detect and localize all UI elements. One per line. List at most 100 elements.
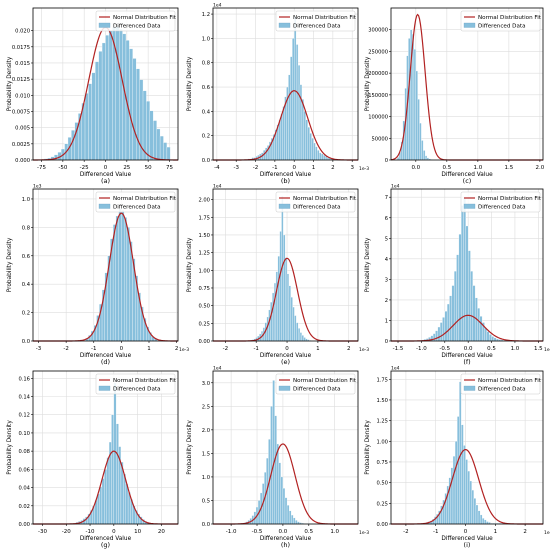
y-tick-label: 100000 — [368, 115, 388, 121]
histogram-bar — [414, 49, 416, 160]
x-tick-label: -3 — [36, 346, 42, 352]
y-tick-label: 4 — [385, 257, 389, 263]
legend-fit-label: Normal Distribution Fit — [113, 378, 177, 384]
histogram-bar — [136, 69, 139, 160]
legend-data-label: Differenced Data — [113, 205, 161, 211]
panel-caption: (i) — [464, 541, 471, 549]
legend-data-swatch — [464, 23, 475, 28]
y-tick-label: 0.005 — [15, 126, 30, 132]
y-axis-label: Probability Density — [365, 56, 371, 111]
histogram-bar — [294, 316, 296, 341]
histogram-bar — [302, 99, 304, 160]
y-tick-label: 1.25 — [376, 419, 388, 425]
x-offset-text: 1e-3 — [544, 530, 550, 536]
histogram-bar — [114, 383, 116, 524]
histogram-bar — [160, 136, 163, 160]
x-tick-label: 2 — [175, 346, 179, 352]
histogram-bar — [283, 235, 285, 341]
histogram-bar — [292, 38, 294, 160]
y-tick-label: 0.06 — [18, 467, 30, 473]
histogram-bar — [461, 425, 463, 524]
x-tick-label: 0 — [285, 346, 289, 352]
y-tick-label: 0.0 — [22, 339, 30, 345]
chart-panel-5: -1.5-1.0-0.50.00.51.01.5012345671e41e-3D… — [365, 184, 550, 367]
y-tick-label: 2.00 — [198, 198, 210, 204]
histogram-bar — [468, 471, 470, 524]
histogram-bar — [445, 311, 447, 341]
y-tick-label: 1.0 — [202, 36, 210, 42]
x-tick-label: 2 — [523, 529, 527, 535]
histogram-bar — [302, 335, 304, 341]
y-tick-label: 0.08 — [18, 449, 30, 455]
histogram-bar — [119, 209, 122, 341]
y-tick-label: 7 — [385, 195, 388, 201]
y-tick-label: 0.04 — [18, 486, 30, 492]
y-axis-label: Probability Density — [187, 56, 193, 111]
x-tick-label: -1 — [91, 346, 96, 352]
x-tick-label: 1.5 — [505, 165, 514, 171]
y-tick-label: 250000 — [368, 49, 388, 55]
histogram-bar — [102, 478, 104, 524]
histogram-bar — [71, 130, 74, 160]
histogram-bar — [306, 120, 308, 160]
y-tick-label: 0.14 — [18, 395, 30, 401]
x-tick-label: 0 — [292, 165, 296, 171]
histogram-bar — [281, 477, 283, 524]
y-tick-label: 0.6 — [22, 254, 30, 260]
y-offset-text: 1e3 — [33, 184, 42, 190]
histogram-bar — [274, 283, 276, 341]
y-axis-label: Probability Density — [7, 237, 13, 292]
panel-caption: (c) — [463, 177, 472, 185]
x-offset-text: 1e-3 — [359, 347, 369, 353]
panel-caption: (b) — [281, 177, 290, 185]
x-tick-label: 0.5 — [304, 529, 313, 535]
y-axis-label: Probability Density — [7, 56, 13, 111]
x-tick-label: -1.5 — [393, 346, 404, 352]
histogram-bar — [420, 123, 422, 160]
histogram-bar — [310, 133, 312, 160]
y-tick-label: 0.2 — [22, 311, 30, 317]
x-tick-label: 50 — [145, 165, 152, 171]
histogram-bar — [314, 143, 316, 160]
x-tick-label: -20 — [62, 529, 71, 535]
legend-data-swatch — [99, 23, 110, 28]
histogram-bar — [95, 62, 98, 160]
histogram-bar — [270, 302, 272, 341]
x-tick-label: -30 — [38, 529, 47, 535]
histogram-bar — [459, 234, 461, 341]
panel-caption: (e) — [281, 358, 290, 366]
y-offset-text: 1e4 — [213, 3, 222, 9]
y-tick-label: 200000 — [368, 71, 388, 77]
x-tick-label: -4 — [214, 165, 220, 171]
y-tick-label: 0.00 — [376, 522, 388, 528]
histogram-bar — [478, 511, 480, 524]
histogram-bar — [466, 226, 468, 341]
panel-caption: (d) — [101, 358, 110, 366]
histogram-bar — [123, 474, 125, 524]
x-tick-label: 1 — [312, 165, 316, 171]
x-tick-label: 20 — [158, 529, 165, 535]
x-tick-label: 0 — [464, 529, 468, 535]
x-tick-label: 3 — [350, 165, 354, 171]
legend-data-label: Differenced Data — [478, 387, 526, 393]
histogram-bar — [124, 217, 127, 341]
y-tick-label: 0.50 — [376, 481, 388, 487]
histogram-bar — [478, 308, 480, 341]
legend-fit-label: Normal Distribution Fit — [113, 196, 177, 202]
y-tick-label: 50000 — [371, 136, 388, 142]
y-tick-label: 0.75 — [198, 286, 210, 292]
y-tick-label: 0.00 — [198, 339, 210, 345]
histogram-bar — [281, 114, 283, 160]
y-tick-label: 0.0 — [202, 522, 210, 528]
histogram-bar — [319, 153, 321, 160]
y-tick-label: 0.010 — [15, 93, 30, 99]
histogram-bar — [97, 494, 99, 524]
histogram-bar — [323, 155, 325, 160]
legend-fit-label: Normal Distribution Fit — [293, 378, 357, 384]
histogram-bar — [416, 71, 418, 160]
y-tick-label: 0.25 — [376, 501, 388, 507]
